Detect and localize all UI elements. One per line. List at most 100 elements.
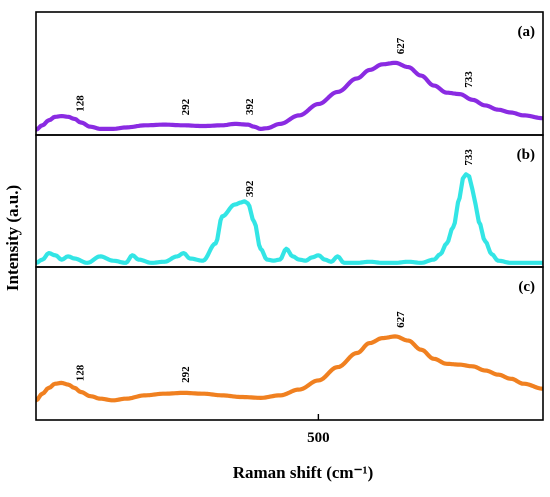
data-point [255,126,259,130]
data-point [226,208,231,213]
series-line-2 [36,334,543,403]
data-point [419,261,423,265]
data-point [279,256,284,260]
data-point [135,124,139,128]
data-point [433,84,438,88]
data-point [154,260,158,265]
peak-label: 392 [244,98,256,115]
data-point [169,257,173,261]
data-point [381,336,385,340]
data-point [97,396,101,401]
data-point [260,248,264,252]
data-point [443,90,447,94]
data-point [318,102,322,106]
peak-label: 627 [395,311,407,328]
data-point [87,124,91,129]
data-point [174,391,178,395]
data-point [366,68,370,72]
data-point [491,106,495,110]
data-point [125,397,130,401]
data-point [72,386,77,390]
data-point [97,127,101,131]
data-point [525,261,529,265]
data-point [289,390,293,394]
peak-label: 392 [244,180,256,197]
data-point [251,124,255,128]
data-point [390,335,394,339]
data-point [337,255,341,259]
data-point [44,254,48,258]
data-point [92,258,96,262]
peak-label: 627 [395,37,407,54]
data-point [178,253,182,257]
data-point [48,385,53,389]
data-point [270,394,274,398]
data-point [400,336,404,341]
data-point [419,74,423,78]
series-line-1 [36,172,543,265]
data-point [284,247,288,251]
data-point [164,123,168,127]
data-point [414,345,418,349]
data-point [87,261,91,265]
data-point [438,359,442,363]
data-point [116,126,120,130]
data-point [390,61,394,65]
data-point [453,362,457,366]
data-point [510,261,515,265]
x-axis-label: Raman shift (cm⁻¹) [233,463,374,482]
data-point [482,368,486,372]
data-point [198,124,202,128]
data-point [467,364,471,368]
data-point [106,398,110,402]
data-point [159,123,163,127]
data-point [193,257,197,261]
data-point [48,118,53,122]
data-point [251,395,255,400]
data-point [385,261,389,265]
data-point [174,255,178,259]
data-point [477,366,481,370]
data-point [381,261,385,265]
data-point [188,256,192,261]
data-point [198,258,202,262]
data-point [226,394,231,398]
panel-label: (c) [518,279,535,295]
data-point [275,393,279,398]
data-point [72,256,77,261]
data-point [202,392,207,396]
data-point [130,396,134,400]
data-point [53,115,57,119]
panel-0: (a) 128 292 392 627 733 [36,24,543,132]
data-point [178,391,182,395]
data-point [284,392,288,396]
peak-label: 128 [75,95,87,112]
data-point [44,389,48,393]
data-point [405,260,409,264]
data-point [202,258,207,262]
data-point [371,340,375,344]
data-point [342,87,346,91]
data-point [486,369,490,373]
data-point [376,260,380,265]
data-point [68,115,72,119]
data-point [342,362,346,366]
data-point [106,127,110,131]
data-point [207,250,211,254]
panel-frame [35,266,544,421]
data-point [342,261,346,265]
data-point [294,114,298,118]
peak-label: 292 [180,98,192,115]
data-point [448,91,452,95]
data-point [453,92,457,96]
data-point [121,260,125,265]
data-point [424,350,428,355]
data-point [438,252,442,256]
data-point [453,221,457,225]
data-point [323,99,327,103]
data-point [530,384,534,388]
panel-label: (b) [517,147,535,163]
data-point [255,396,259,400]
data-point [318,378,322,382]
data-point [409,260,413,264]
